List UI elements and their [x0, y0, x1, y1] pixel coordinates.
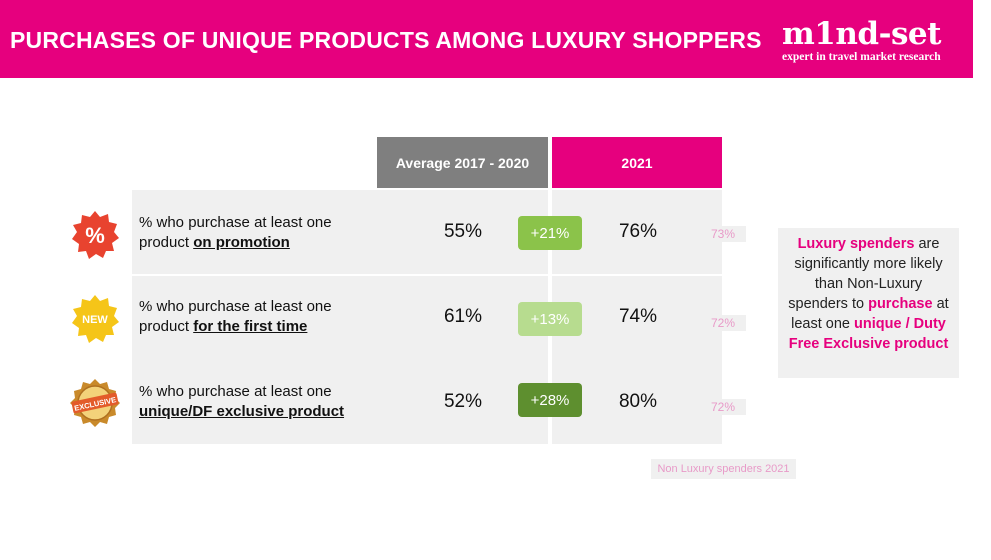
average-value: 55%: [443, 221, 483, 242]
non-luxury-legend: Non Luxury spenders 2021: [651, 459, 796, 479]
svg-text:%: %: [85, 223, 105, 248]
change-badge: +13%: [518, 302, 582, 336]
logo-wordmark: m1nd-set: [782, 16, 941, 52]
row-label-line1: % who purchase at least one: [139, 383, 332, 400]
new-badge-icon: NEW: [72, 295, 119, 343]
page-title: PURCHASES OF UNIQUE PRODUCTS AMONG LUXUR…: [10, 27, 762, 53]
change-badge: +21%: [518, 216, 582, 250]
exclusive-seal-icon: EXCLUSIVE: [70, 379, 120, 427]
table-row-bg: [132, 360, 722, 444]
mindset-logo: m1nd-set expert in travel market researc…: [782, 18, 962, 66]
row-label-line2: product on promotion: [139, 233, 399, 253]
row-label-line2: unique/DF exclusive product: [139, 402, 399, 422]
svg-text:NEW: NEW: [82, 314, 108, 326]
row-label-emphasis: for the first time: [193, 318, 308, 335]
finding-emphasis: Luxury spenders: [797, 236, 915, 252]
table-row-bg: [132, 276, 722, 360]
non-luxury-value: 73%: [700, 226, 746, 242]
column-header-average: Average 2017 - 2020: [377, 137, 548, 188]
row-label: % who purchase at least one unique/DF ex…: [139, 382, 399, 422]
table-row-bg: [132, 190, 722, 274]
row-label-line1: % who purchase at least one: [139, 298, 332, 315]
change-badge: +28%: [518, 383, 582, 417]
header-banner: PURCHASES OF UNIQUE PRODUCTS AMONG LUXUR…: [0, 0, 973, 78]
row-label-emphasis: unique/DF exclusive product: [139, 403, 345, 420]
row-label: % who purchase at least one product on p…: [139, 213, 399, 253]
finding-emphasis: purchase: [868, 296, 933, 312]
average-value: 61%: [443, 306, 483, 327]
row-label-plain: product: [139, 318, 194, 335]
value-2021: 74%: [618, 306, 658, 327]
row-label-emphasis: on promotion: [193, 234, 290, 251]
average-value: 52%: [443, 391, 483, 412]
value-2021: 76%: [618, 221, 658, 242]
finding-text: are significantly more likely than Non-L…: [788, 236, 943, 312]
row-label-line2: product for the first time: [139, 317, 399, 337]
non-luxury-value: 72%: [700, 315, 746, 331]
row-label-plain: product: [139, 234, 194, 251]
key-finding-box: Luxury spenders are significantly more l…: [778, 228, 959, 378]
percent-badge-icon: %: [72, 211, 119, 259]
non-luxury-value: 72%: [700, 399, 746, 415]
row-label: % who purchase at least one product for …: [139, 297, 399, 337]
column-header-2021: 2021: [552, 137, 722, 188]
finding-text: at least one: [791, 296, 949, 332]
value-2021: 80%: [618, 391, 658, 412]
logo-tagline: expert in travel market research: [782, 51, 941, 63]
finding-emphasis: unique / Duty Free Exclusive product: [788, 316, 949, 352]
row-label-line1: % who purchase at least one: [139, 214, 332, 231]
